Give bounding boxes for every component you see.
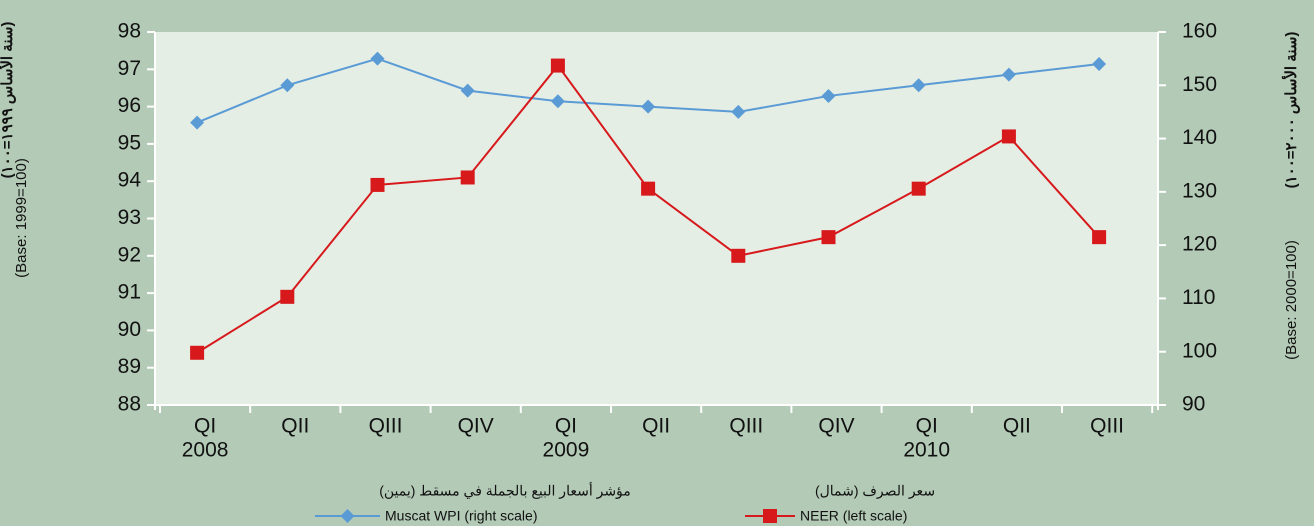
marker	[1092, 230, 1107, 245]
marker	[280, 289, 295, 304]
y-tick-label: 89	[118, 355, 141, 378]
plot-area	[155, 32, 1158, 405]
x-group-label: 2010	[903, 439, 950, 462]
marker	[550, 58, 565, 73]
marker	[641, 181, 656, 196]
y2-axis-title: (Base: 2000=100)	[1283, 240, 1300, 360]
marker	[280, 78, 295, 93]
x-tick-label: QIV	[818, 415, 854, 438]
legend-label-ar: مؤشر أسعار البيع بالجملة في مسقط (يمين)	[379, 481, 631, 500]
legend-label-ar: سعر الصرف (شمال)	[815, 483, 935, 500]
x-tick-label: QII	[1003, 415, 1031, 438]
y-axis-title: (Base: 1999=100)	[13, 158, 30, 278]
y-tick-label: 92	[118, 243, 141, 266]
y2-tick-label: 90	[1182, 393, 1205, 416]
x-tick-label: QII	[642, 415, 670, 438]
marker	[550, 94, 565, 109]
marker	[460, 83, 475, 98]
x-tick-label: QIII	[729, 415, 763, 438]
marker	[731, 104, 746, 119]
marker	[911, 78, 926, 93]
y-tick-label: 97	[118, 57, 141, 80]
x-tick-label: QI	[194, 415, 216, 438]
y2-axis-title-ar: (سنة الأساس ٢٠٠٠=١٠٠)	[1281, 32, 1300, 189]
legend-marker	[763, 509, 777, 523]
marker	[190, 345, 205, 360]
marker	[190, 115, 205, 130]
marker	[1001, 129, 1016, 144]
y2-tick-label: 120	[1182, 233, 1217, 256]
y2-tick-label: 130	[1182, 179, 1217, 202]
marker	[370, 51, 385, 66]
x-tick-label: QII	[281, 415, 309, 438]
y2-tick-label: 150	[1182, 73, 1217, 96]
marker	[641, 99, 656, 114]
marker	[460, 170, 475, 185]
y2-tick-label: 110	[1182, 286, 1215, 309]
x-tick-label: QIII	[369, 415, 403, 438]
y2-tick-label: 140	[1182, 126, 1217, 149]
y2-tick-label: 160	[1182, 20, 1217, 43]
y-tick-label: 94	[118, 169, 142, 192]
x-tick-label: QI	[555, 415, 577, 438]
legend-marker	[340, 509, 355, 523]
y-tick-label: 95	[118, 131, 141, 154]
legend-label: Muscat WPI (right scale)	[385, 508, 537, 524]
y-tick-label: 96	[118, 94, 141, 117]
legend-label: NEER (left scale)	[800, 508, 907, 524]
y2-tick-label: 100	[1182, 339, 1217, 362]
marker	[821, 88, 836, 103]
y-axis-title-ar: (سنة الأساس ١٩٩٩=١٠٠)	[0, 22, 16, 179]
x-tick-label: QIV	[458, 415, 494, 438]
marker	[1092, 56, 1107, 71]
y-tick-label: 98	[118, 20, 141, 43]
marker	[370, 177, 385, 192]
y-tick-label: 90	[118, 318, 141, 341]
x-group-label: 2008	[182, 439, 229, 462]
y-tick-label: 93	[118, 206, 141, 229]
y-tick-label: 91	[118, 281, 141, 304]
x-group-label: 2009	[543, 439, 590, 462]
marker	[1001, 67, 1016, 82]
marker	[911, 181, 926, 196]
marker	[821, 230, 836, 245]
x-tick-label: QIII	[1090, 415, 1124, 438]
x-tick-label: QI	[916, 415, 938, 438]
marker	[731, 248, 746, 263]
y-tick-label: 88	[118, 393, 141, 416]
